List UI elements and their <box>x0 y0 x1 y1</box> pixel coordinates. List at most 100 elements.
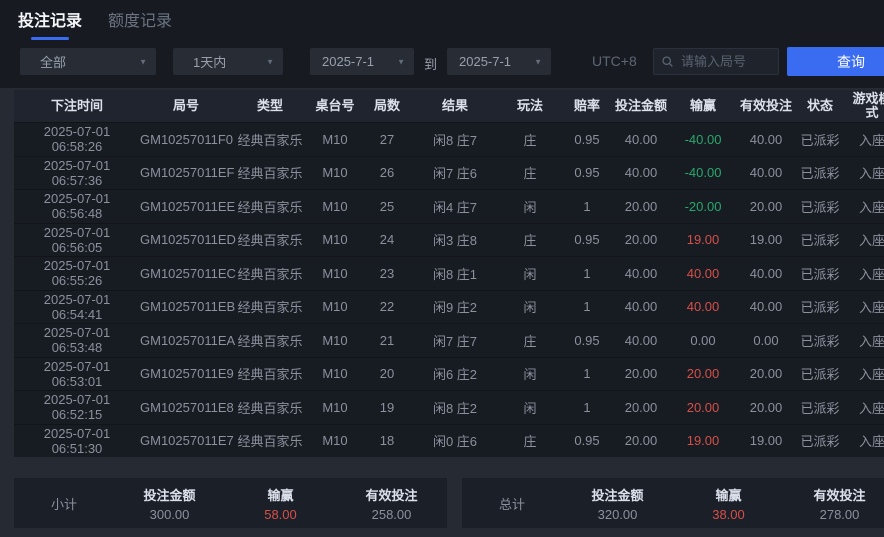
cell-bet: 20.00 <box>624 198 658 214</box>
cell-type: 经典百家乐 <box>237 266 303 282</box>
cell-play: 庄 <box>523 132 537 148</box>
date-from-picker[interactable]: 2025-7-1 ▼ <box>310 48 414 75</box>
cell-datetime: 2025-07-01 06:57:36 <box>43 157 111 188</box>
cell-valid: 0.00 <box>753 332 779 348</box>
total-valid-value: 278.00 <box>819 506 860 522</box>
game-number-search[interactable] <box>653 48 779 75</box>
cell-odds: 0.95 <box>574 332 600 348</box>
header-cell: 局数 <box>373 98 400 113</box>
cell-odds: 1 <box>583 399 591 415</box>
cell-type: 经典百家乐 <box>237 400 303 416</box>
total-valid-label: 有效投注 <box>813 487 866 503</box>
cell-status: 已派彩 <box>800 400 840 416</box>
date-range-select[interactable]: 1天内 ▼ <box>173 48 283 75</box>
table-body: 2025-07-01 06:58:26 GM10257011F0 经典百家乐 M10 27… <box>14 122 884 457</box>
header-cell: 下注时间 <box>50 98 103 113</box>
total-bet-value: 320.00 <box>597 506 638 522</box>
cell-game_no: GM10257011EC <box>140 265 236 281</box>
cell-win: -40.00 <box>684 165 722 181</box>
cell-valid: 40.00 <box>749 165 783 181</box>
cell-status: 已派彩 <box>800 233 840 249</box>
cell-play: 闲 <box>523 266 537 282</box>
records-table: 下注时间局号类型桌台号局数结果玩法赔率投注金额输赢有效投注状态游戏模式 2025… <box>14 90 884 457</box>
cell-datetime: 2025-07-01 06:53:48 <box>43 325 111 356</box>
table-row: 2025-07-01 06:58:26 GM10257011F0 经典百家乐 M10 27… <box>14 122 884 156</box>
query-button[interactable]: 查询 <box>787 47 884 76</box>
cell-result: 闲8 庄2 <box>432 400 478 416</box>
cell-datetime: 2025-07-01 06:55:26 <box>43 258 111 289</box>
cell-win: 20.00 <box>686 366 720 382</box>
subtotal-winloss-value: 58.00 <box>264 506 297 522</box>
tab-betting-records[interactable]: 投注记录 <box>18 7 82 40</box>
type-filter-select[interactable]: 全部 ▼ <box>20 48 156 75</box>
cell-mode: 入座 <box>858 166 884 182</box>
subtotal-bet-value: 300.00 <box>149 506 190 522</box>
search-input[interactable] <box>679 53 773 70</box>
cell-odds: 1 <box>583 265 591 281</box>
subtotal-winloss: 输赢 58.00 <box>225 485 336 522</box>
cell-table_no: M10 <box>322 265 348 281</box>
cell-type: 经典百家乐 <box>237 233 303 249</box>
total-winloss: 输赢 38.00 <box>673 485 784 522</box>
cell-round: 18 <box>379 433 395 449</box>
cell-round: 27 <box>379 131 395 147</box>
cell-win: 40.00 <box>686 265 720 281</box>
cell-status: 已派彩 <box>800 367 840 383</box>
cell-type: 经典百家乐 <box>237 199 303 215</box>
table-row: 2025-07-01 06:52:15 GM10257011E8 经典百家乐 M10 19… <box>14 390 884 424</box>
cell-play: 闲 <box>523 300 537 316</box>
cell-result: 闲4 庄7 <box>432 199 478 215</box>
cell-type: 经典百家乐 <box>237 367 303 383</box>
cell-status: 已派彩 <box>800 199 840 215</box>
cell-bet: 20.00 <box>624 399 658 415</box>
cell-mode: 入座 <box>858 132 884 148</box>
cell-odds: 0.95 <box>574 433 600 449</box>
cell-bet: 40.00 <box>624 265 658 281</box>
cell-table_no: M10 <box>322 165 348 181</box>
cell-odds: 1 <box>583 198 591 214</box>
tab-bar: 投注记录 额度记录 <box>18 7 172 40</box>
header-cell: 局号 <box>172 98 199 113</box>
header-cell: 输赢 <box>689 98 716 113</box>
cell-win: 40.00 <box>686 299 720 315</box>
total-winloss-value: 38.00 <box>712 506 745 522</box>
chevron-down-icon: ▼ <box>139 57 147 66</box>
chevron-down-icon: ▼ <box>534 57 542 66</box>
cell-win: -40.00 <box>684 131 722 147</box>
date-to-picker[interactable]: 2025-7-1 ▼ <box>447 48 551 75</box>
cell-play: 庄 <box>523 333 537 349</box>
subtotal-valid-value: 258.00 <box>371 506 412 522</box>
cell-mode: 入座 <box>858 233 884 249</box>
cell-type: 经典百家乐 <box>237 434 303 450</box>
total-winloss-label: 输赢 <box>715 487 742 503</box>
cell-game_no: GM10257011E7 <box>140 433 234 449</box>
cell-odds: 0.95 <box>574 165 600 181</box>
cell-win: 19.00 <box>686 433 720 449</box>
tab-quota-records[interactable]: 额度记录 <box>108 13 173 30</box>
cell-round: 21 <box>379 332 395 348</box>
cell-mode: 入座 <box>858 266 884 282</box>
cell-bet: 20.00 <box>624 232 658 248</box>
cell-mode: 入座 <box>858 300 884 316</box>
subtotal-valid: 有效投注 258.00 <box>336 485 447 522</box>
to-label: 到 <box>424 57 438 72</box>
cell-bet: 40.00 <box>624 131 658 147</box>
cell-round: 19 <box>379 399 395 415</box>
chevron-down-icon: ▼ <box>266 57 274 66</box>
cell-table_no: M10 <box>322 299 348 315</box>
cell-game_no: GM10257011EB <box>140 299 236 315</box>
header-cell: 状态 <box>806 98 833 113</box>
total-bet: 投注金额 320.00 <box>562 485 673 522</box>
cell-game_no: GM10257011F0 <box>140 131 233 147</box>
cell-table_no: M10 <box>322 332 348 348</box>
cell-win: 20.00 <box>686 399 720 415</box>
cell-bet: 20.00 <box>624 366 658 382</box>
header-cell: 类型 <box>256 98 283 113</box>
cell-table_no: M10 <box>322 366 348 382</box>
cell-result: 闲8 庄1 <box>432 266 478 282</box>
subtotal-bet: 投注金额 300.00 <box>114 485 225 522</box>
cell-valid: 20.00 <box>749 366 783 382</box>
cell-status: 已派彩 <box>800 266 840 282</box>
table-row: 2025-07-01 06:56:48 GM10257011EE 经典百家乐 M10 25… <box>14 189 884 223</box>
total-valid: 有效投注 278.00 <box>784 485 884 522</box>
